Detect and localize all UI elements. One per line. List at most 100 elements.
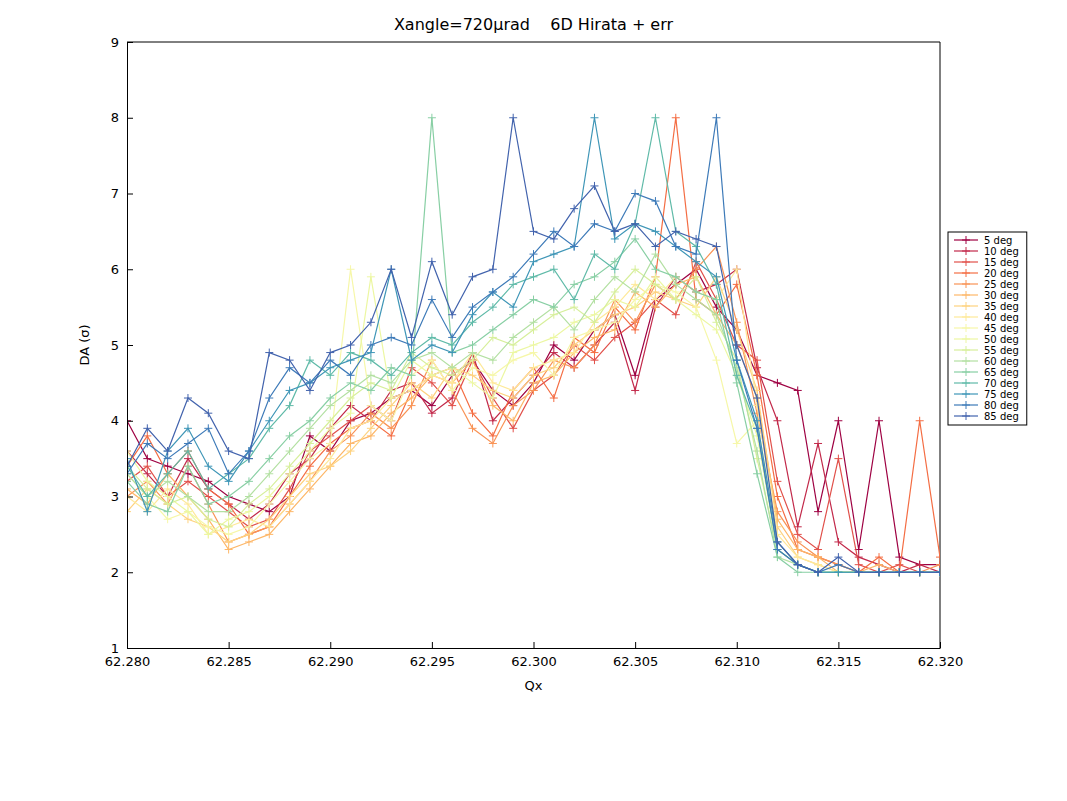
series-marker [753,402,761,410]
series-marker [692,258,700,266]
series-marker [590,182,598,190]
series-marker [245,508,253,516]
y-tick-mark [127,42,133,43]
series-marker [469,364,477,372]
series-marker [895,568,903,576]
series-marker [509,394,517,402]
legend-marker [962,247,970,255]
series-marker [530,258,538,266]
series-marker [611,333,619,341]
series-marker [753,371,761,379]
series-marker [916,568,924,576]
series-marker [448,402,456,410]
series-marker [286,386,294,394]
series-marker [875,568,883,576]
series-marker [590,296,598,304]
plot: 62.28062.28562.29062.29562.30062.30562.3… [105,35,964,670]
series-marker [570,205,578,213]
series-marker [834,561,842,569]
series-marker [570,356,578,364]
series-marker [265,485,273,493]
series-marker [245,515,253,523]
series-line [127,269,940,572]
legend-marker [962,379,970,387]
series-marker [225,530,233,538]
y-tick: 7 [111,186,133,201]
series-marker [692,288,700,296]
series-line [127,118,940,573]
legend-label: 10 deg [984,246,1019,257]
series-marker [651,227,659,235]
series-marker [794,386,802,394]
y-tick-label: 2 [111,565,119,580]
series-marker [184,477,192,485]
series-marker [326,417,334,425]
series-marker [306,470,314,478]
series-marker [225,477,233,485]
series-marker [550,235,558,243]
series-marker [245,530,253,538]
series-marker [712,273,720,281]
series-marker [550,356,558,364]
series-marker [733,356,741,364]
series-marker [590,349,598,357]
y-tick-mark [127,572,133,573]
legend-marker [962,346,970,354]
legend-marker [962,280,970,288]
series-marker [712,243,720,251]
series-marker [489,356,497,364]
series-marker [184,493,192,501]
series-marker [916,568,924,576]
series-marker [367,318,375,326]
series-marker [245,493,253,501]
series-marker [875,568,883,576]
series-marker [164,485,172,493]
series-marker [590,326,598,334]
legend-marker [962,390,970,398]
y-tick-label: 8 [111,110,119,125]
series-marker [895,568,903,576]
series-marker [936,568,940,576]
y-tick-label: 4 [111,413,119,428]
y-tick: 8 [111,110,133,125]
series-marker [916,568,924,576]
series-marker [733,265,741,273]
legend-marker [962,335,970,343]
series-marker [550,265,558,273]
series-marker [509,424,517,432]
series-marker [936,568,940,576]
series-marker [631,235,639,243]
series-marker [672,296,680,304]
series-marker [733,356,741,364]
series-line [127,118,940,573]
series-marker [509,273,517,281]
series-marker [387,265,395,273]
series-marker [794,561,802,569]
series-marker [387,394,395,402]
series-marker [651,296,659,304]
series-marker [814,561,822,569]
legend-label: 15 deg [984,257,1019,268]
series-line [127,269,940,572]
x-tick-mark [838,642,839,648]
legend-label: 40 deg [984,312,1019,323]
series-marker [408,356,416,364]
series-marker [347,409,355,417]
series-marker [286,402,294,410]
series-marker [265,394,273,402]
series-marker [428,371,436,379]
series-marker [550,341,558,349]
series-marker [895,568,903,576]
series-marker [631,386,639,394]
x-tick-mark [635,642,636,648]
x-tick: 62.310 [715,642,761,669]
series-marker [753,424,761,432]
series-marker [530,349,538,357]
series-marker [672,280,680,288]
y-tick-label: 3 [111,489,119,504]
series-marker [347,394,355,402]
series-marker [936,568,940,576]
series-marker [326,424,334,432]
series-marker [875,568,883,576]
series-marker [916,561,924,569]
